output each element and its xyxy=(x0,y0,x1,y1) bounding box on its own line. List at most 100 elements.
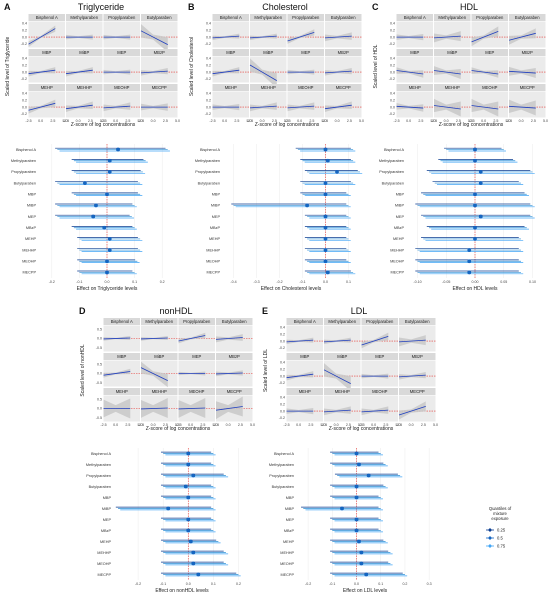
fit-line xyxy=(324,35,352,39)
forest-row: MECPP xyxy=(97,572,241,577)
forest-row: MECPP xyxy=(390,270,524,275)
x-tick-label: 0.0 xyxy=(151,423,156,427)
facet-label: Bisphenol A xyxy=(404,15,426,20)
y-tick-label: -0.2 xyxy=(205,77,211,81)
x-tick-label: 5.0 xyxy=(247,119,252,123)
x-tick-label: -2.5 xyxy=(284,119,290,123)
facet-strip xyxy=(141,353,178,360)
x-tick-label: 0.0 xyxy=(371,423,376,427)
fit-line xyxy=(471,70,499,75)
facet-strip xyxy=(103,353,140,360)
x-tick-label: -2.5 xyxy=(213,423,219,427)
facet-label: Bisphenol A xyxy=(294,319,316,324)
facet: MBP 0.5 0.0 -0.5 xyxy=(96,353,140,387)
facet-strip xyxy=(509,84,546,91)
x-tick-label: 2.5 xyxy=(383,423,388,427)
facet-strip xyxy=(286,388,323,395)
forest-row: Methylparaben xyxy=(195,158,356,163)
forest-point xyxy=(366,473,371,478)
facet: MECPP -2.5 0.0 2.5 5.0 xyxy=(138,84,180,123)
facet: Bisphenol A 0.5 0.0 -0.5 xyxy=(96,318,140,352)
forest-point xyxy=(473,237,477,241)
forest-x-tick: 0.0 xyxy=(105,280,110,284)
facet: MEHHP -2.5 0.0 2.5 5.0 xyxy=(247,84,289,123)
forest-point xyxy=(473,225,477,230)
confidence-band xyxy=(178,397,206,419)
forest-x-tick: 0.0 xyxy=(323,280,328,284)
x-tick-label: 0.0 xyxy=(519,119,524,123)
forest-point xyxy=(325,270,330,275)
x-tick-label: 5.0 xyxy=(100,119,105,123)
facet-label: MEP xyxy=(192,354,201,359)
y-tick-label: 0.0 xyxy=(390,70,395,74)
x-tick-label: 2.5 xyxy=(88,119,93,123)
x-tick-label: 5.0 xyxy=(63,119,68,123)
y-tick-label: 0.2 xyxy=(22,98,27,102)
facet-label: Methylparaben xyxy=(328,319,356,324)
facet-label: Propylparaben xyxy=(476,15,504,20)
facet-strip xyxy=(324,318,361,325)
facet-label: Methylparaben xyxy=(70,15,98,20)
facet: MEHP 0.4 0.2 0.0 -0.2 -2.5 0.0 2.5 5.0 xyxy=(279,388,326,427)
facet: Methylparaben xyxy=(66,14,103,48)
forest-row-label: MBzP xyxy=(284,529,295,533)
fit-line xyxy=(249,64,277,81)
facet-strip xyxy=(471,14,508,21)
fit-line xyxy=(471,31,499,43)
forest-row-label: MiBP xyxy=(27,204,37,208)
forest-plot: -0.2 -0.1 0.0 0.1 0.2 Bisphenol A Methylparabe… xyxy=(11,144,170,292)
facet-label: Bisphenol A xyxy=(111,319,133,324)
forest-point xyxy=(478,181,483,185)
fit-line xyxy=(287,31,315,42)
facet-label: Bisphenol A xyxy=(36,15,58,20)
legend-marker xyxy=(488,528,492,532)
x-tick-label: -2.5 xyxy=(247,119,253,123)
forest-row: MEHP xyxy=(25,237,143,241)
x-tick-label: -2.5 xyxy=(322,119,328,123)
forest-point xyxy=(359,561,364,566)
facet-plot-bg xyxy=(66,21,103,48)
x-tick-label: 2.5 xyxy=(234,119,239,123)
panel-title: HDL xyxy=(460,2,478,12)
facet-x-label: Z-score of log concentrations xyxy=(329,426,394,432)
forest-point xyxy=(191,550,196,555)
forest-row: MEP xyxy=(396,214,535,219)
facet-y-label: Scaled level of HDL xyxy=(373,44,379,88)
facet-strip xyxy=(216,388,253,395)
forest-point xyxy=(183,484,188,489)
facet-strip xyxy=(399,353,436,360)
facet: Butylparaben xyxy=(508,14,546,48)
forest-point xyxy=(166,506,171,511)
forest-point xyxy=(473,203,477,208)
y-tick-label: 0.4 xyxy=(280,360,285,364)
y-tick-label: 0.4 xyxy=(22,56,27,60)
facet-label: Propylparaben xyxy=(108,15,136,20)
forest-x-tick: 0.1 xyxy=(378,582,383,586)
facet-label: MBzP xyxy=(522,50,533,55)
facet-strip xyxy=(324,353,361,360)
x-tick-label: 5.0 xyxy=(175,119,180,123)
forest-row-label: MECPP xyxy=(390,271,404,275)
facet: MEHHP -2.5 0.0 2.5 5.0 xyxy=(63,84,105,123)
forest-row-label: MECPP xyxy=(97,573,111,577)
x-tick-label: -2.5 xyxy=(321,423,327,427)
facet-y-label: Scaled level of Cholesterol xyxy=(189,37,195,96)
forest-point xyxy=(83,181,87,185)
facet: MECPP -2.5 0.0 2.5 5.0 xyxy=(322,84,364,123)
forest-row-label: Propylparaben xyxy=(269,474,294,478)
forest-row-label: MiBP xyxy=(285,507,295,511)
facet-strip xyxy=(434,84,471,91)
facet-strip xyxy=(287,14,324,21)
facet: MEHHP -2.5 0.0 2.5 5.0 xyxy=(431,84,473,123)
forest-row: MECPP xyxy=(280,572,408,577)
facet-label: MBP xyxy=(300,354,309,359)
fit-line xyxy=(178,407,206,410)
facet-strip xyxy=(434,49,471,56)
forest-point xyxy=(357,462,361,467)
y-tick-label: 0.4 xyxy=(390,21,395,25)
x-tick-label: 0.0 xyxy=(151,119,156,123)
y-tick-label: 0.0 xyxy=(22,105,27,109)
forest-x-tick: 0.2 xyxy=(236,582,241,586)
facet-label: MiBP xyxy=(79,50,89,55)
